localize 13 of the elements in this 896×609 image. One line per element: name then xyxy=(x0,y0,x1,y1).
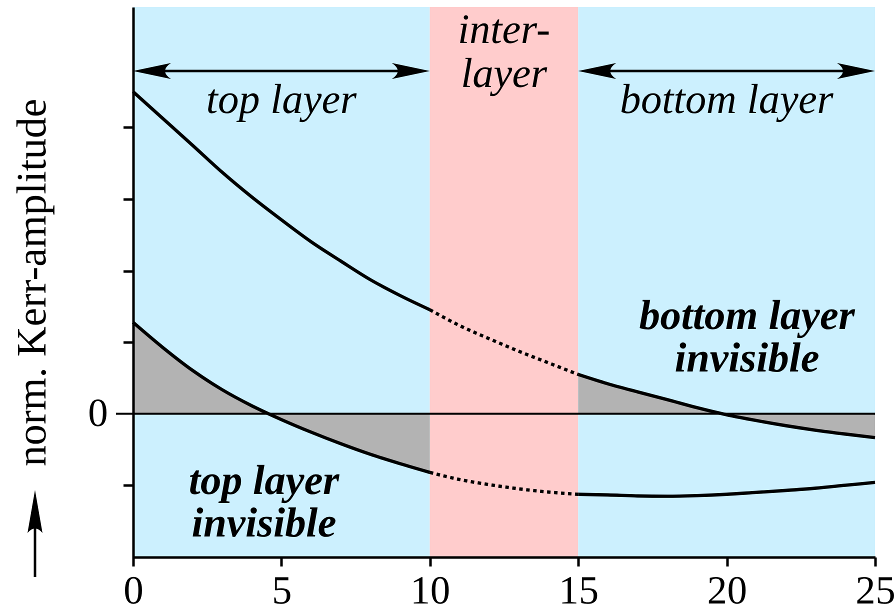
x-tick-label: 0 xyxy=(124,568,144,609)
x-tick-label: 15 xyxy=(558,568,599,609)
x-tick-label: 25 xyxy=(856,568,896,609)
x-tick-label: 5 xyxy=(272,568,292,609)
annotation: bottom layer invisible xyxy=(639,293,856,382)
y-axis-title: norm. Kerr-amplitude xyxy=(10,98,56,466)
ref-line-label: 0 xyxy=(88,390,108,435)
band-label: top layer xyxy=(206,77,358,123)
annotation: top layer invisible xyxy=(188,458,340,546)
band-label: bottom layer xyxy=(620,77,834,123)
x-tick-label: 20 xyxy=(707,568,748,609)
band-label: inter- layer xyxy=(458,7,550,97)
x-tick-label: 10 xyxy=(410,568,450,609)
